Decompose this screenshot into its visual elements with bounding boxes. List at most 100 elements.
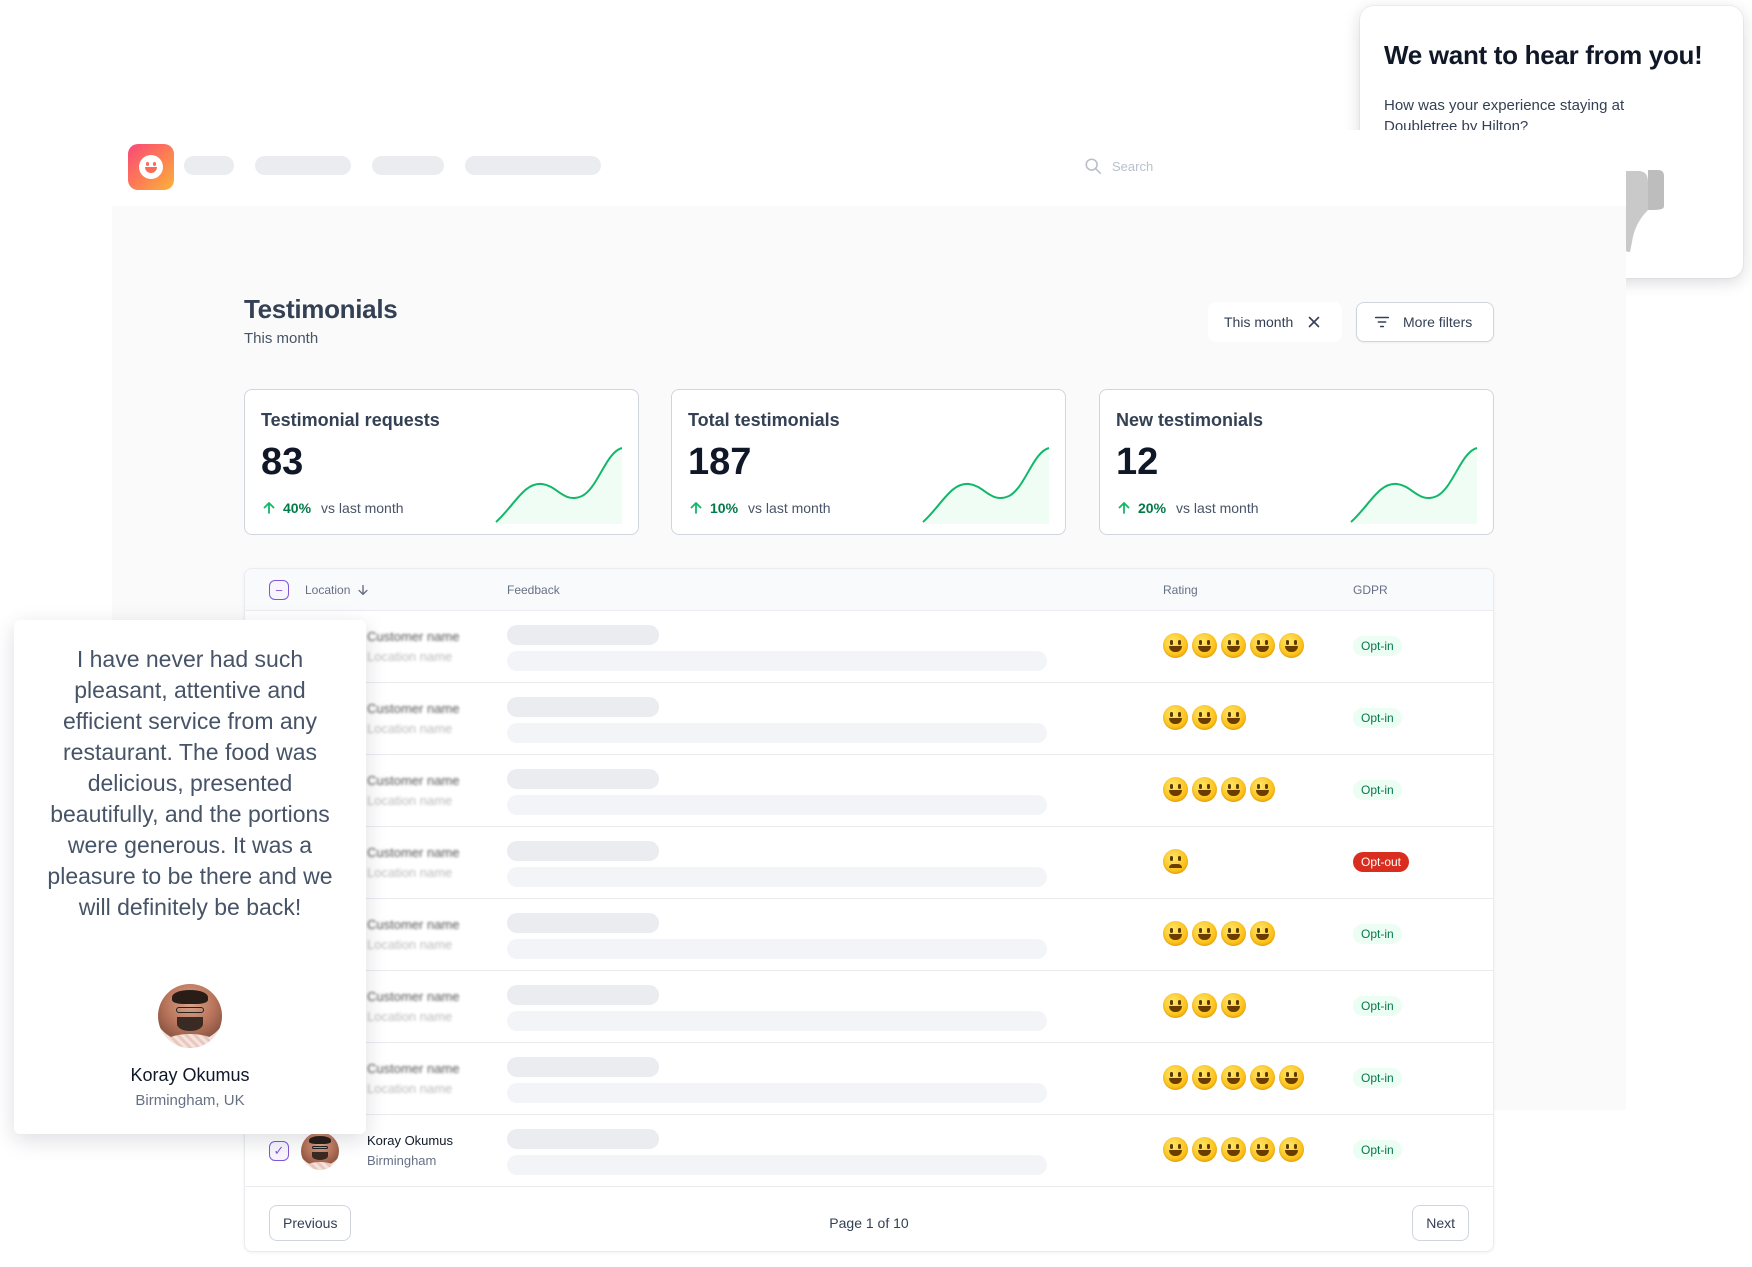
customer-location: Birmingham [367, 1153, 437, 1168]
avatar [158, 984, 222, 1048]
smiley-face-icon [1279, 1065, 1304, 1090]
customer-name: Customer name [367, 917, 460, 932]
testimonial-location: Birmingham, UK [135, 1092, 245, 1109]
arrow-down-icon[interactable] [356, 583, 370, 597]
sparkline-chart [495, 447, 623, 524]
search-input[interactable]: Search [1084, 152, 1153, 180]
table-row[interactable]: Customer name Location name Opt-out [245, 827, 1493, 899]
customer-name: Customer name [367, 701, 460, 716]
rating-emojis [1163, 849, 1188, 874]
row-checkbox[interactable]: ✓ [269, 1141, 289, 1161]
stat-change-percent: 40% [283, 500, 312, 516]
feedback-placeholder [507, 841, 659, 861]
top-navigation: Search [112, 130, 1626, 206]
page-info: Page 1 of 10 [829, 1215, 909, 1231]
sparkline-chart [922, 447, 1050, 524]
testimonial-quote: I have never had such pleasant, attentiv… [47, 646, 333, 920]
smiley-face-icon [1221, 777, 1246, 802]
feedback-placeholder [507, 913, 659, 933]
page-subtitle: This month [244, 330, 319, 347]
app-logo[interactable] [128, 144, 174, 190]
stat-change: 40% vs last month [261, 500, 404, 516]
smiley-face-icon [1221, 1065, 1246, 1090]
smiley-face-icon [1250, 921, 1275, 946]
smiley-face-icon [1163, 705, 1188, 730]
customer-name: Customer name [367, 989, 460, 1004]
arrow-up-icon [1118, 502, 1130, 514]
more-filters-button[interactable]: More filters [1356, 302, 1494, 342]
table-row[interactable]: ✓ Koray Okumus Birmingham Opt-in [245, 1115, 1493, 1187]
filter-lines-icon [1374, 316, 1390, 328]
stat-card-total: Total testimonials 187 10% vs last month [671, 389, 1066, 535]
table-header: − Location Feedback Rating GDPR [245, 569, 1493, 611]
avatar [301, 1132, 339, 1170]
sad-face-icon [1163, 849, 1188, 874]
rating-emojis [1163, 993, 1246, 1018]
table-row[interactable]: Customer name Location name Opt-in [245, 611, 1493, 683]
customer-location: Location name [367, 1081, 453, 1096]
nav-item-3[interactable] [372, 156, 444, 175]
smiley-face-icon [1250, 1065, 1275, 1090]
gdpr-badge: Opt-in [1353, 1068, 1402, 1088]
smiley-face-icon [1221, 705, 1246, 730]
stat-value: 187 [688, 441, 752, 483]
nav-item-4[interactable] [465, 156, 601, 175]
stat-change: 20% vs last month [1116, 500, 1259, 516]
feedback-placeholder [507, 1057, 659, 1077]
customer-name: Customer name [367, 773, 460, 788]
nav-item-2[interactable] [255, 156, 351, 175]
customer-location: Location name [367, 937, 453, 952]
smiley-face-icon [1192, 1137, 1217, 1162]
gdpr-badge: Opt-in [1353, 1140, 1402, 1160]
feedback-placeholder [507, 985, 659, 1005]
previous-button[interactable]: Previous [269, 1205, 352, 1241]
stat-change-percent: 20% [1138, 500, 1167, 516]
search-placeholder: Search [1112, 158, 1154, 174]
smiley-face-icon [1279, 633, 1304, 658]
close-icon[interactable] [1305, 313, 1323, 331]
gdpr-badge: Opt-in [1353, 924, 1402, 944]
testimonial-author: Koray Okumus [130, 1065, 250, 1085]
stat-change-compare: vs last month [321, 500, 404, 516]
stat-change-percent: 10% [710, 500, 739, 516]
table-row[interactable]: Customer name Location name Opt-in [245, 899, 1493, 971]
column-location[interactable]: Location [305, 583, 351, 597]
smiley-face-icon [1279, 1137, 1304, 1162]
smiley-face-icon [1163, 1137, 1188, 1162]
sparkline-chart [1350, 447, 1478, 524]
customer-name: Customer name [367, 629, 460, 644]
select-all-checkbox[interactable]: − [269, 580, 289, 600]
arrow-up-icon [690, 502, 702, 514]
date-filter-chip[interactable]: This month [1208, 302, 1342, 342]
customer-location: Location name [367, 793, 453, 808]
feedback-placeholder [507, 625, 659, 645]
feedback-placeholder [507, 1083, 1047, 1103]
smiley-face-icon [1163, 1065, 1188, 1090]
customer-name: Customer name [367, 1061, 460, 1076]
feedback-placeholder [507, 697, 659, 717]
rating-emojis [1163, 921, 1275, 946]
rating-emojis [1163, 705, 1246, 730]
smiley-face-icon [1163, 633, 1188, 658]
stat-label: New testimonials [1116, 410, 1264, 430]
gdpr-badge: Opt-out [1353, 852, 1410, 872]
table-row[interactable]: Customer name Location name Opt-in [245, 971, 1493, 1043]
search-icon [1085, 158, 1102, 175]
smiley-face-icon [1192, 993, 1217, 1018]
smiley-face-icon [1250, 1137, 1275, 1162]
stat-label: Testimonial requests [261, 410, 440, 430]
nav-item-1[interactable] [184, 156, 234, 175]
table-row[interactable]: Customer name Location name Opt-in [245, 1043, 1493, 1115]
customer-location: Location name [367, 721, 453, 736]
stat-change: 10% vs last month [688, 500, 831, 516]
rating-emojis [1163, 633, 1304, 658]
feedback-placeholder [507, 939, 1047, 959]
survey-title: We want to hear from you! [1384, 40, 1703, 70]
next-button[interactable]: Next [1412, 1205, 1469, 1241]
smiley-face-icon [1192, 705, 1217, 730]
feedback-placeholder [507, 867, 1047, 887]
table-row[interactable]: Customer name Location name Opt-in [245, 755, 1493, 827]
table-row[interactable]: Customer name Location name Opt-in [245, 683, 1493, 755]
rating-emojis [1163, 1137, 1304, 1162]
column-gdpr: GDPR [1353, 583, 1388, 597]
